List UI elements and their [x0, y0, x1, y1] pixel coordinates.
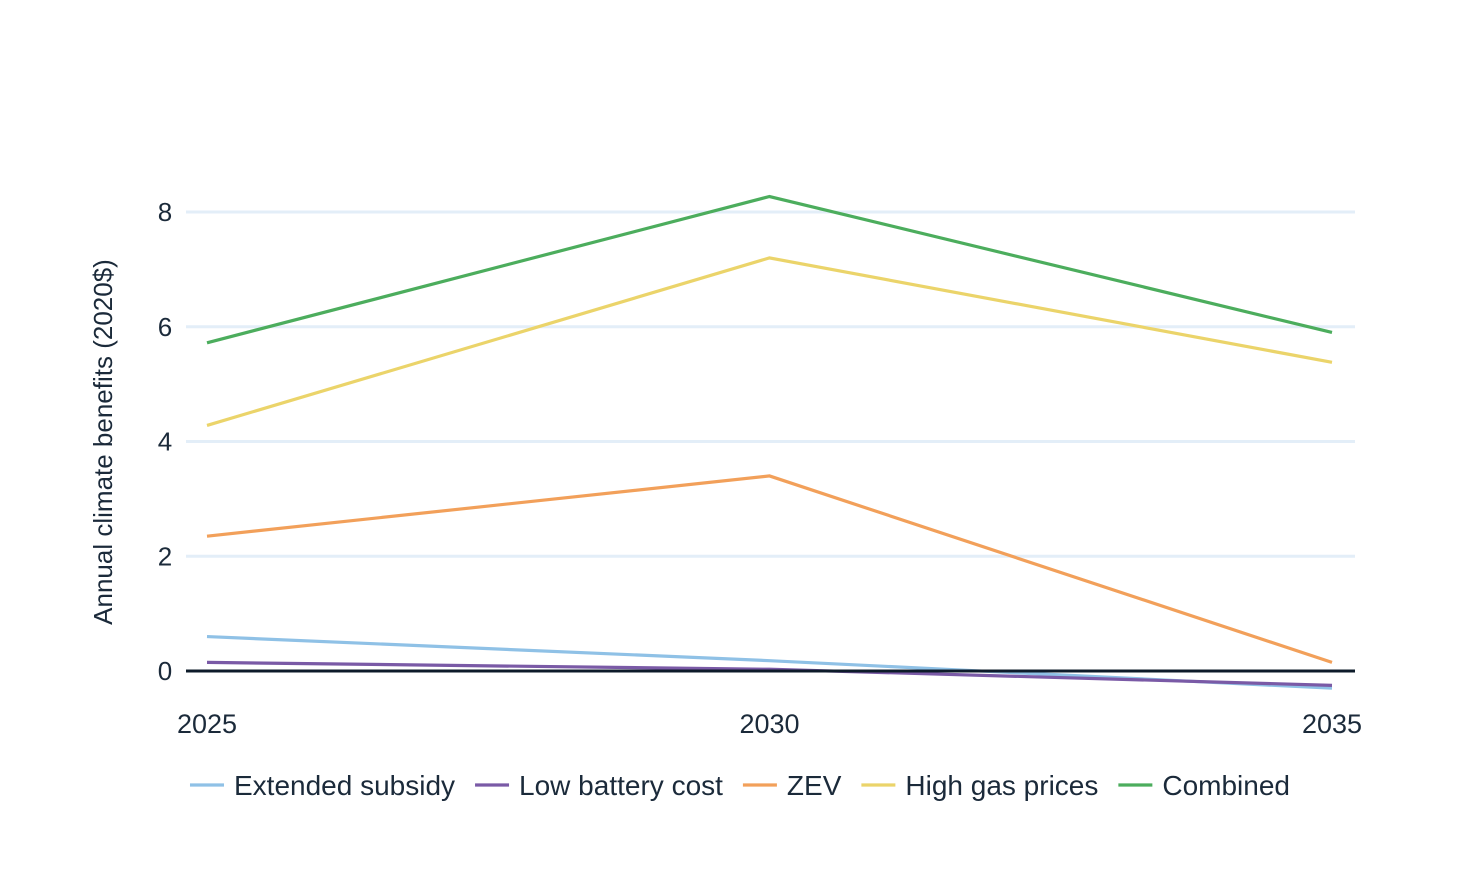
y-tick-label: 8	[158, 197, 172, 227]
legend-label: Combined	[1162, 770, 1290, 801]
y-tick-label: 4	[158, 427, 172, 457]
legend: Extended subsidy Low battery cost ZEV High …	[189, 770, 1290, 801]
y-axis-title: Annual climate benefits (2020$)	[88, 259, 118, 625]
legend-item-extended-subsidy: Extended subsidy	[189, 770, 455, 801]
y-tick-label: 6	[158, 312, 172, 342]
legend-item-combined: Combined	[1118, 770, 1290, 801]
legend-label: Extended subsidy	[234, 770, 455, 801]
x-tick-label: 2035	[1302, 709, 1362, 739]
y-tick-label: 0	[158, 656, 172, 686]
series-line-zev	[206, 474, 1333, 664]
y-axis-ticks: 0 2 4 6 8	[158, 197, 172, 686]
series-line-high-gas-prices	[206, 256, 1333, 427]
x-tick-label: 2025	[177, 709, 237, 739]
legend-item-zev: ZEV	[742, 770, 842, 801]
series-line-combined	[206, 194, 1333, 345]
legend-item-low-battery-cost: Low battery cost	[475, 770, 723, 801]
y-tick-label: 2	[158, 541, 172, 571]
legend-label: ZEV	[787, 770, 842, 801]
series-line-low-battery-cost	[206, 660, 1333, 687]
legend-label: High gas prices	[905, 770, 1098, 801]
x-axis-ticks: 2025 2030 2035	[177, 709, 1362, 739]
legend-item-high-gas-prices: High gas prices	[861, 770, 1098, 801]
legend-label: Low battery cost	[519, 770, 723, 801]
gridlines	[186, 210, 1355, 558]
x-tick-label: 2030	[739, 709, 799, 739]
series-lines	[206, 194, 1333, 690]
